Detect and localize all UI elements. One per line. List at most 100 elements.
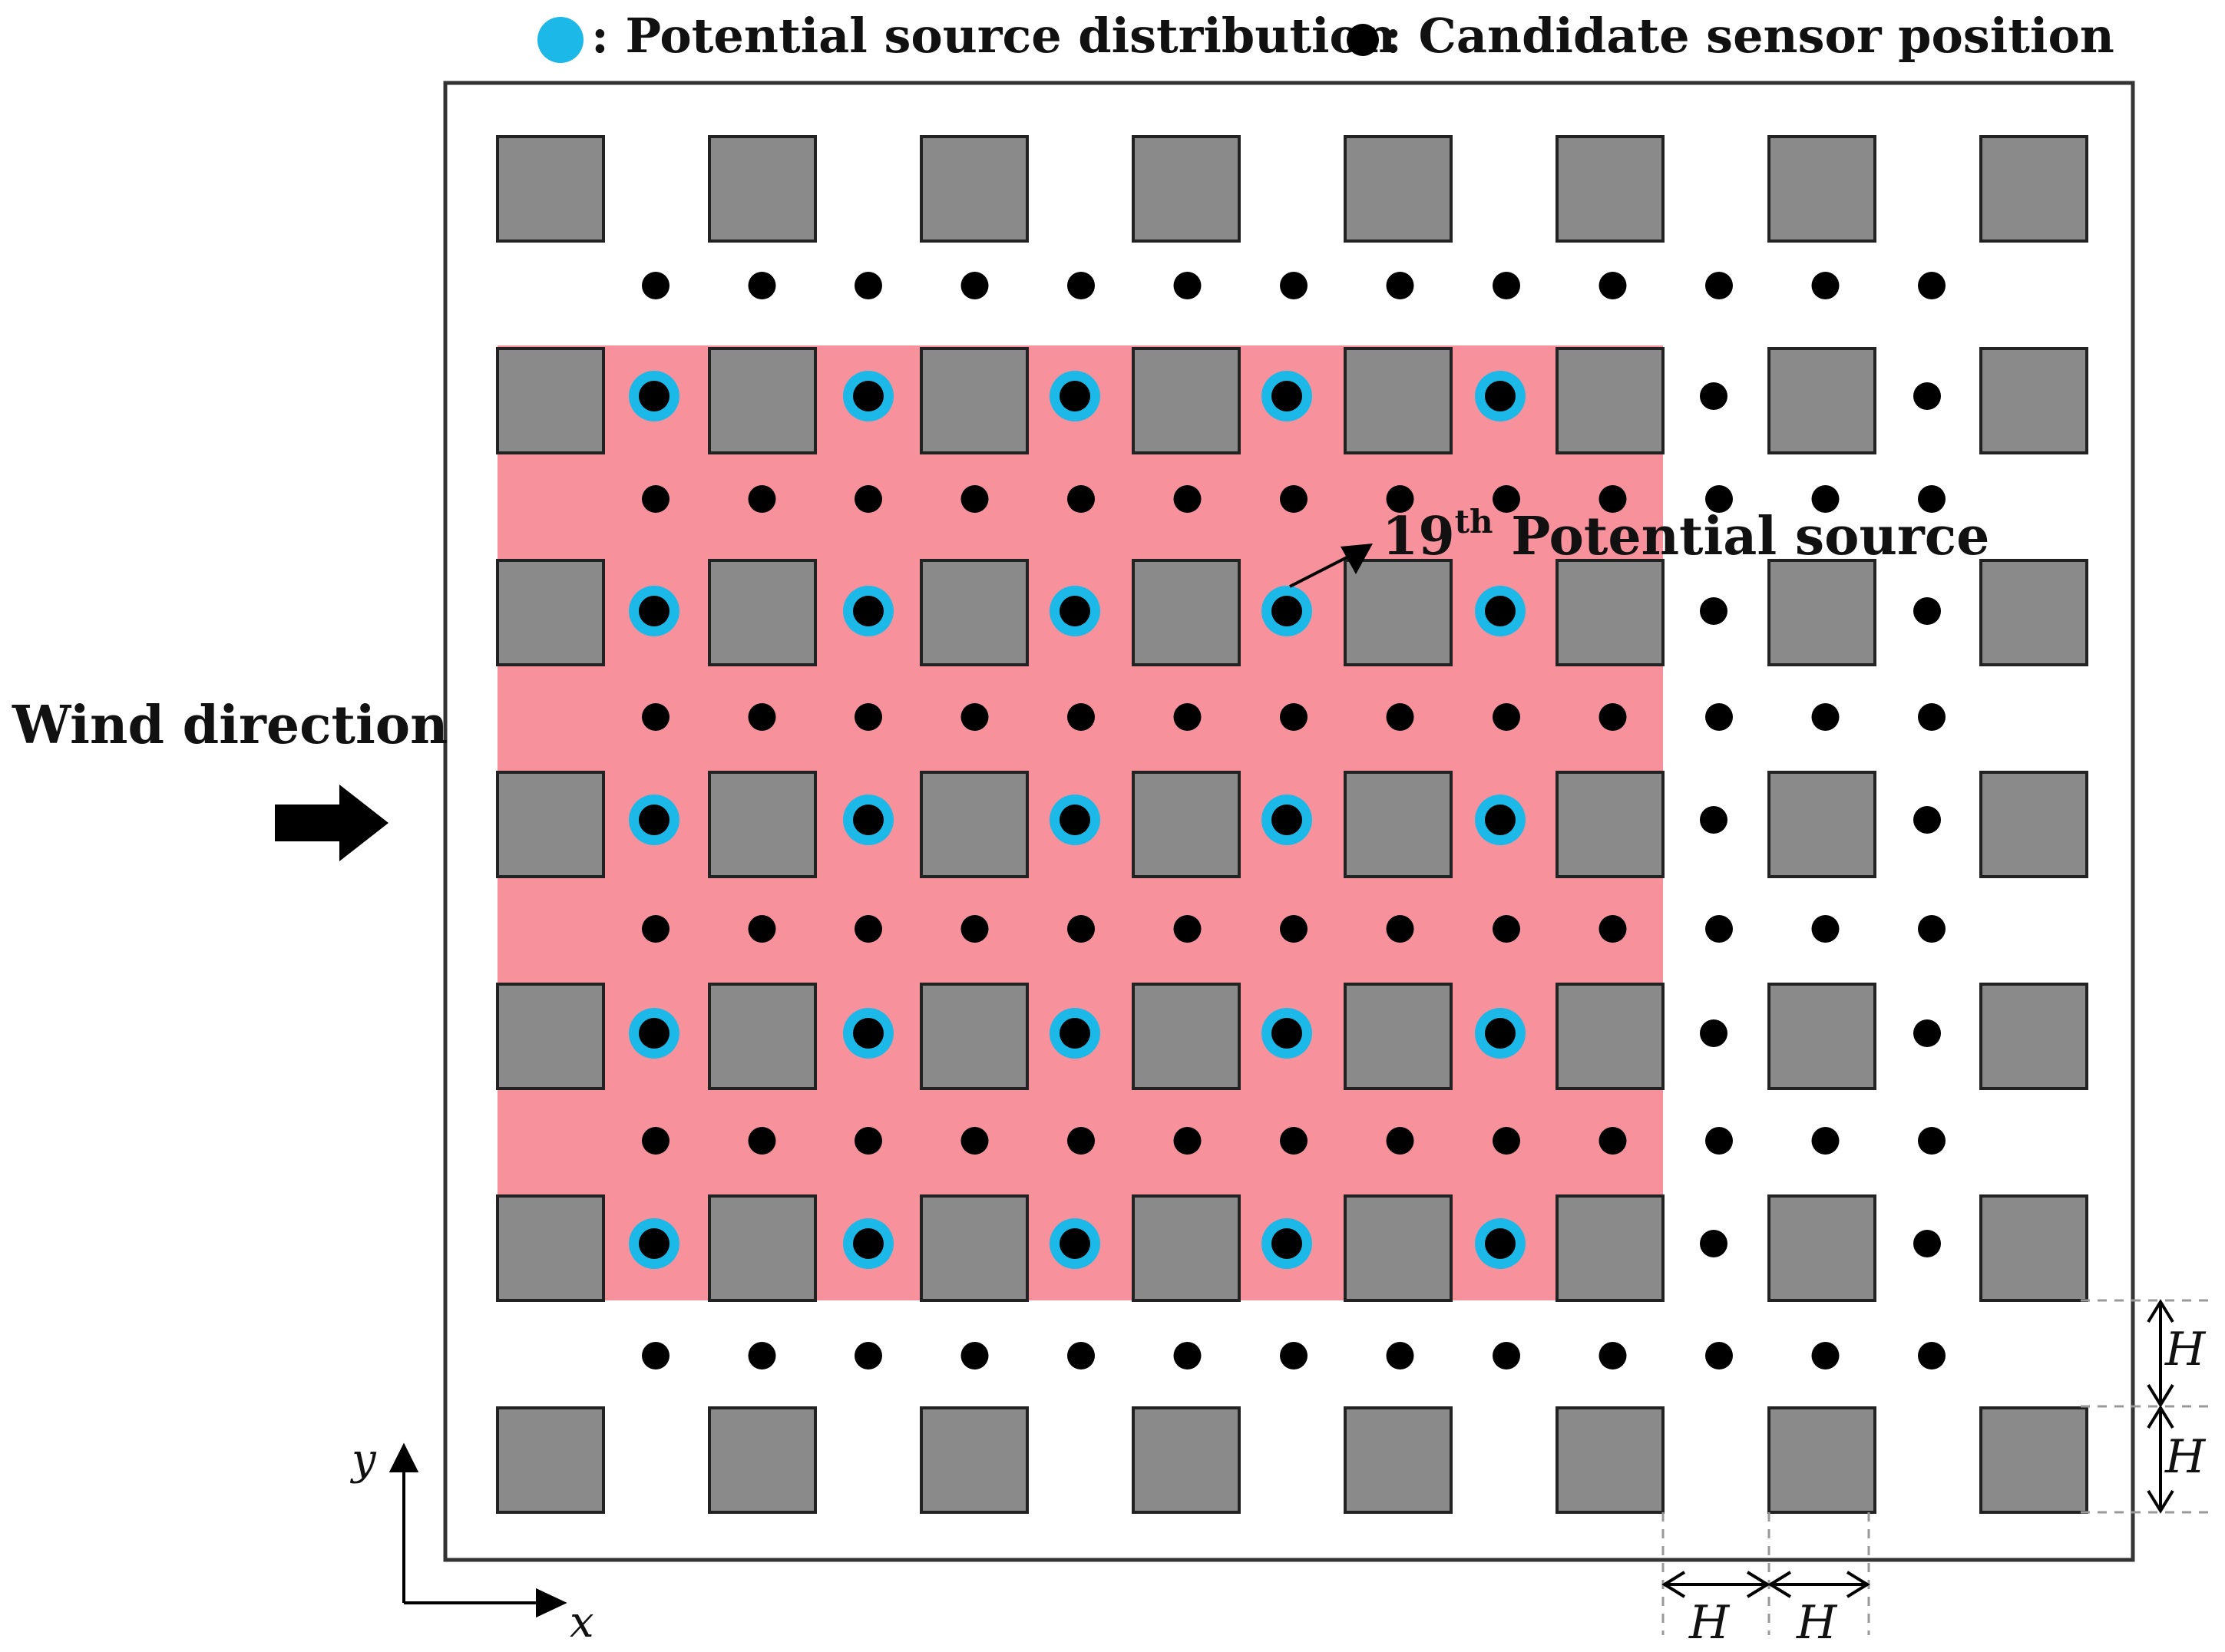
candidate-sensor bbox=[1493, 1127, 1520, 1155]
legend-source-swatch bbox=[537, 17, 584, 63]
building-block bbox=[708, 983, 817, 1090]
dim-arrowhead-icon bbox=[2147, 1299, 2174, 1323]
candidate-sensor bbox=[1705, 703, 1733, 731]
candidate-sensor bbox=[1280, 703, 1308, 731]
candidate-sensor bbox=[642, 485, 669, 513]
dim-arrowhead-icon bbox=[2147, 1405, 2174, 1429]
candidate-sensor bbox=[853, 1018, 884, 1049]
candidate-sensor bbox=[1060, 596, 1090, 626]
candidate-sensor bbox=[1913, 382, 1941, 410]
building-block bbox=[1556, 771, 1665, 878]
candidate-sensor bbox=[855, 485, 882, 513]
building-block bbox=[1979, 1194, 2088, 1302]
dim-label-h4: H bbox=[1796, 1596, 1838, 1650]
building-block bbox=[708, 135, 817, 243]
dim-label-h1: H bbox=[2164, 1323, 2207, 1376]
building-block bbox=[1767, 135, 1876, 243]
building-block bbox=[1767, 983, 1876, 1090]
callout-number: 19 bbox=[1382, 506, 1455, 567]
candidate-sensor bbox=[1493, 1342, 1520, 1370]
candidate-sensor bbox=[855, 272, 882, 299]
building-block bbox=[920, 559, 1029, 666]
x-axis-label: x bbox=[570, 1597, 594, 1647]
candidate-sensor bbox=[1271, 596, 1302, 626]
candidate-sensor bbox=[1280, 915, 1308, 943]
sensor-grid bbox=[629, 272, 1946, 1370]
candidate-sensor bbox=[1271, 1018, 1302, 1049]
candidate-sensor bbox=[1067, 703, 1095, 731]
candidate-sensor bbox=[1811, 1127, 1840, 1155]
building-block bbox=[496, 1406, 605, 1514]
candidate-sensor bbox=[1598, 1127, 1627, 1155]
candidate-sensor bbox=[1173, 915, 1202, 943]
building-block bbox=[1767, 347, 1876, 454]
candidate-sensor bbox=[1060, 805, 1090, 835]
candidate-sensor bbox=[1271, 381, 1302, 411]
candidate-sensor bbox=[960, 703, 989, 731]
x-axis-arrowhead-icon bbox=[536, 1588, 567, 1618]
candidate-sensor bbox=[1700, 597, 1727, 625]
candidate-sensor bbox=[1811, 272, 1840, 299]
candidate-sensor bbox=[1918, 703, 1946, 731]
dimension-markers bbox=[1661, 1299, 2210, 1635]
building-block bbox=[1132, 1406, 1241, 1514]
callout-superscript: th bbox=[1455, 503, 1493, 540]
building-block bbox=[708, 1406, 817, 1514]
building-block bbox=[1344, 1406, 1453, 1514]
candidate-sensor bbox=[1705, 1127, 1733, 1155]
candidate-sensor bbox=[642, 272, 669, 299]
building-block bbox=[1132, 983, 1241, 1090]
candidate-sensor bbox=[853, 805, 884, 835]
building-block bbox=[1344, 771, 1453, 878]
dim-arrowhead-icon bbox=[2147, 1383, 2174, 1408]
candidate-sensor bbox=[1060, 1018, 1090, 1049]
candidate-sensor bbox=[1060, 1228, 1090, 1259]
building-block bbox=[1132, 559, 1241, 666]
legend-source-label: : Potential source distribution bbox=[591, 8, 1396, 64]
candidate-sensor bbox=[1067, 272, 1095, 299]
candidate-sensor bbox=[1705, 485, 1733, 513]
candidate-sensor bbox=[1173, 272, 1202, 299]
candidate-sensor bbox=[1485, 1018, 1516, 1049]
candidate-sensor bbox=[1700, 1230, 1727, 1257]
candidate-sensor bbox=[1700, 382, 1727, 410]
candidate-sensor bbox=[1485, 596, 1516, 626]
candidate-sensor bbox=[639, 805, 669, 835]
building-block bbox=[1556, 1406, 1665, 1514]
dim-label-h3: H bbox=[1688, 1596, 1731, 1650]
candidate-sensor bbox=[960, 915, 989, 943]
building-block bbox=[708, 1194, 817, 1302]
callout-label: 19th Potential source bbox=[1382, 503, 1989, 567]
candidate-sensor bbox=[855, 915, 882, 943]
dim-label-h2: H bbox=[2164, 1430, 2207, 1484]
candidate-sensor bbox=[1271, 1228, 1302, 1259]
building-block bbox=[1767, 559, 1876, 666]
building-block bbox=[920, 135, 1029, 243]
building-block bbox=[708, 347, 817, 454]
candidate-sensor bbox=[1705, 272, 1733, 299]
candidate-sensor bbox=[960, 1127, 989, 1155]
candidate-sensor bbox=[1700, 1019, 1727, 1047]
candidate-sensor bbox=[1598, 703, 1627, 731]
building-block bbox=[920, 771, 1029, 878]
candidate-sensor bbox=[1386, 703, 1414, 731]
candidate-sensor bbox=[1067, 915, 1095, 943]
domain-boundary bbox=[443, 81, 2135, 1562]
candidate-sensor bbox=[639, 1228, 669, 1259]
candidate-sensor bbox=[1598, 272, 1627, 299]
building-block bbox=[1344, 135, 1453, 243]
candidate-sensor bbox=[642, 1127, 669, 1155]
candidate-sensor bbox=[1173, 703, 1202, 731]
candidate-sensor bbox=[642, 915, 669, 943]
candidate-sensor bbox=[642, 703, 669, 731]
candidate-sensor bbox=[1485, 381, 1516, 411]
candidate-sensor bbox=[1485, 805, 1516, 835]
building-grid bbox=[496, 135, 2088, 1514]
candidate-sensor bbox=[642, 1342, 669, 1370]
building-block bbox=[1344, 983, 1453, 1090]
candidate-sensor bbox=[1811, 915, 1840, 943]
building-block bbox=[1979, 135, 2088, 243]
candidate-sensor bbox=[855, 1342, 882, 1370]
building-block bbox=[708, 559, 817, 666]
candidate-sensor bbox=[1271, 805, 1302, 835]
